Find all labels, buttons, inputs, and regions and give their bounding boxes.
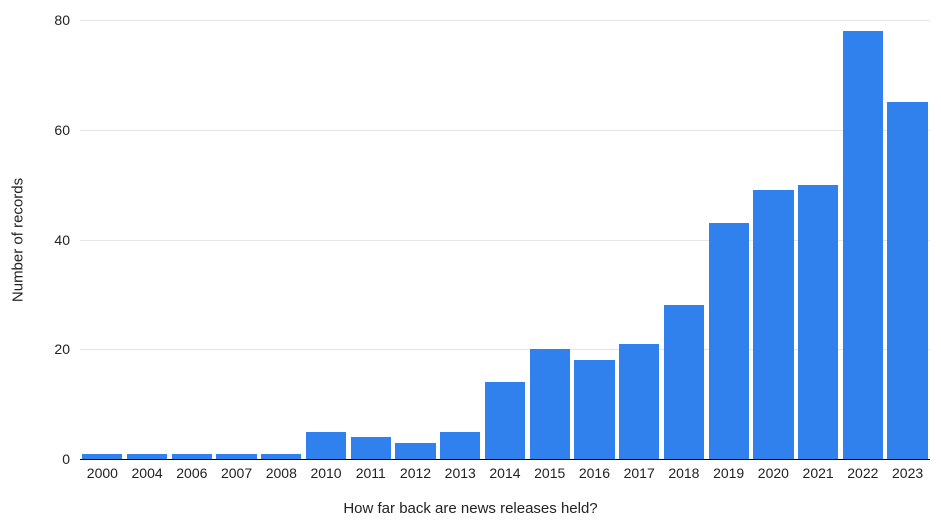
bar-slot: 2014 bbox=[483, 20, 528, 459]
y-tick-label: 20 bbox=[54, 341, 80, 357]
x-tick-label: 2017 bbox=[624, 459, 655, 481]
y-tick-label: 80 bbox=[54, 12, 80, 28]
bar-slot: 2023 bbox=[885, 20, 930, 459]
bar bbox=[798, 185, 838, 459]
x-tick-label: 2021 bbox=[803, 459, 834, 481]
bar-slot: 2011 bbox=[348, 20, 393, 459]
bar bbox=[709, 223, 749, 459]
x-tick-label: 2022 bbox=[847, 459, 878, 481]
x-axis-title: How far back are news releases held? bbox=[0, 500, 941, 517]
bar-slot: 2019 bbox=[706, 20, 751, 459]
bar bbox=[440, 432, 480, 459]
bar-slot: 2000 bbox=[80, 20, 125, 459]
bar-slot: 2006 bbox=[169, 20, 214, 459]
bar-slot: 2021 bbox=[796, 20, 841, 459]
bar-slot: 2008 bbox=[259, 20, 304, 459]
x-tick-label: 2011 bbox=[356, 459, 386, 481]
x-tick-label: 2006 bbox=[176, 459, 207, 481]
x-tick-label: 2010 bbox=[310, 459, 341, 481]
bar bbox=[306, 432, 346, 459]
bar bbox=[843, 31, 883, 459]
x-tick-label: 2015 bbox=[534, 459, 565, 481]
plot-area: 2000200420062007200820102011201220132014… bbox=[80, 20, 930, 460]
x-tick-label: 2000 bbox=[87, 459, 118, 481]
x-tick-label: 2019 bbox=[713, 459, 744, 481]
bar-slot: 2004 bbox=[125, 20, 170, 459]
bar-slot: 2018 bbox=[662, 20, 707, 459]
y-tick-label: 60 bbox=[54, 122, 80, 138]
x-tick-label: 2016 bbox=[579, 459, 610, 481]
bar-chart: Number of records 2000200420062007200820… bbox=[0, 0, 941, 531]
bar-slot: 2022 bbox=[840, 20, 885, 459]
bar-slot: 2010 bbox=[304, 20, 349, 459]
bar bbox=[887, 102, 927, 459]
bar-slot: 2020 bbox=[751, 20, 796, 459]
x-tick-label: 2023 bbox=[892, 459, 923, 481]
bar bbox=[395, 443, 435, 459]
bar bbox=[619, 344, 659, 459]
bars-container: 2000200420062007200820102011201220132014… bbox=[80, 20, 930, 459]
bar bbox=[351, 437, 391, 459]
y-tick-label: 40 bbox=[54, 232, 80, 248]
y-tick-label: 0 bbox=[62, 451, 80, 467]
bar bbox=[485, 382, 525, 459]
x-tick-label: 2007 bbox=[221, 459, 252, 481]
bar-slot: 2007 bbox=[214, 20, 259, 459]
bar-slot: 2013 bbox=[438, 20, 483, 459]
bar-slot: 2017 bbox=[617, 20, 662, 459]
bar bbox=[753, 190, 793, 459]
x-tick-label: 2018 bbox=[668, 459, 699, 481]
x-tick-label: 2014 bbox=[489, 459, 520, 481]
bar bbox=[574, 360, 614, 459]
bar bbox=[530, 349, 570, 459]
bar-slot: 2016 bbox=[572, 20, 617, 459]
x-tick-label: 2004 bbox=[132, 459, 163, 481]
x-tick-label: 2020 bbox=[758, 459, 789, 481]
bar-slot: 2015 bbox=[527, 20, 572, 459]
x-tick-label: 2008 bbox=[266, 459, 297, 481]
bar-slot: 2012 bbox=[393, 20, 438, 459]
y-axis-title: Number of records bbox=[10, 178, 27, 302]
bar bbox=[664, 305, 704, 459]
x-tick-label: 2013 bbox=[445, 459, 476, 481]
x-tick-label: 2012 bbox=[400, 459, 431, 481]
